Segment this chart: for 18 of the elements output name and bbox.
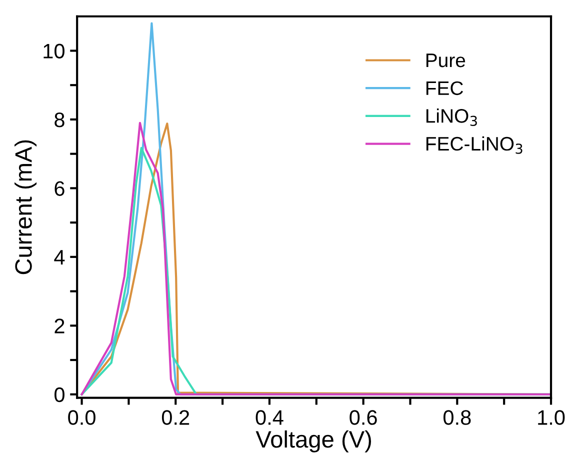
x-axis-title: Voltage (V) — [256, 430, 371, 452]
x-tick-label: 1.0 — [538, 410, 565, 425]
x-tick-label: 0.2 — [162, 410, 190, 425]
legend-label: FEC-LiNO$_{3}$ — [426, 136, 522, 154]
y-tick-label: 4 — [54, 250, 65, 264]
x-tick-label: 0.0 — [68, 410, 96, 425]
y-tick-label: 6 — [54, 181, 64, 196]
y-tick-label: 10 — [44, 44, 64, 58]
y-tick-label: 8 — [54, 112, 64, 128]
x-tick-label: 0.4 — [256, 410, 284, 425]
y-tick-label: 0 — [54, 387, 64, 402]
x-tick-label: 0.6 — [350, 410, 377, 425]
legend-label: FEC — [426, 81, 464, 96]
y-axis-title: Current (mA) — [14, 140, 37, 274]
legend-label: LiNO$_{3}$ — [426, 108, 477, 126]
y-tick-label: 2 — [54, 318, 64, 334]
legend-label: Pure — [426, 54, 466, 68]
x-tick-label: 0.8 — [444, 410, 471, 425]
